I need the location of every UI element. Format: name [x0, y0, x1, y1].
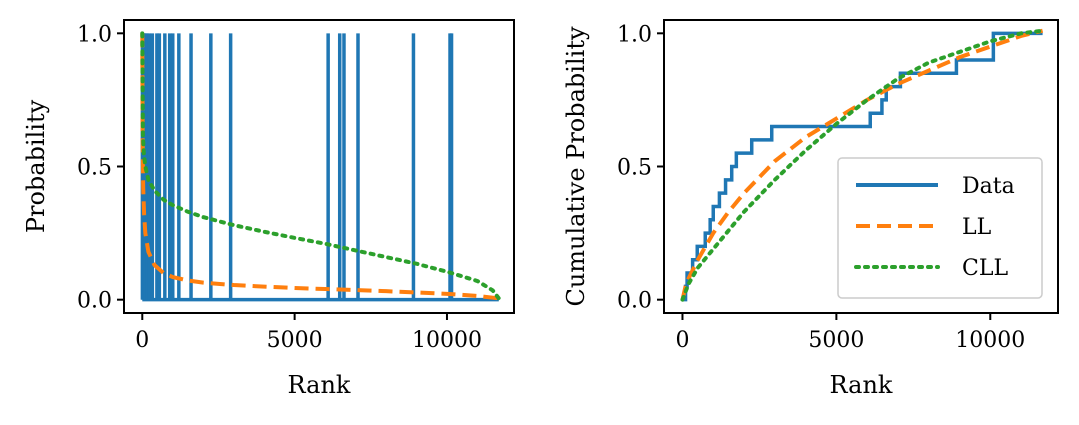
y-tick-label: 0.0 — [77, 289, 112, 314]
x-tick-label: 10000 — [412, 328, 482, 353]
right-x-ticks: 0 5000 10000 — [675, 313, 1025, 353]
left-x-axis-label: Rank — [288, 371, 351, 399]
legend: Data LL CLL — [837, 157, 1043, 299]
series-cll-line — [680, 28, 1045, 302]
y-tick-label: 1.0 — [617, 22, 652, 47]
left-axes-frame — [123, 19, 515, 314]
legend-label-ll: LL — [962, 215, 992, 240]
left-panel: 0 5000 10000 0.0 0.5 1.0 Rank Probability — [22, 19, 515, 399]
right-plot-area — [680, 28, 1045, 302]
x-tick-label: 5000 — [808, 328, 864, 353]
right-x-axis-label: Rank — [830, 371, 893, 399]
y-tick-label: 1.0 — [77, 22, 112, 47]
series-ll-line — [140, 33, 499, 301]
legend-label-cll: CLL — [962, 256, 1008, 281]
x-tick-label: 0 — [675, 328, 689, 353]
left-x-ticks: 0 5000 10000 — [135, 313, 482, 353]
x-tick-label: 0 — [135, 328, 149, 353]
y-tick-label: 0.0 — [617, 289, 652, 314]
legend-box — [837, 157, 1043, 299]
y-tick-label: 0.5 — [77, 156, 112, 181]
right-y-ticks: 0.0 0.5 1.0 — [617, 22, 664, 314]
series-data-line — [682, 31, 1043, 302]
x-tick-label: 5000 — [267, 328, 323, 353]
right-panel: 0 5000 10000 0.0 0.5 1.0 Rank Cumulative Pro… — [562, 19, 1059, 399]
left-plot-area — [140, 31, 501, 302]
left-y-ticks: 0.0 0.5 1.0 — [77, 22, 124, 314]
y-tick-label: 0.5 — [617, 156, 652, 181]
series-cll-line — [140, 31, 501, 301]
left-y-axis-label: Probability — [22, 99, 50, 233]
right-y-axis-label: Cumulative Probability — [562, 26, 590, 307]
x-tick-label: 10000 — [955, 328, 1025, 353]
legend-label-data: Data — [962, 174, 1015, 199]
